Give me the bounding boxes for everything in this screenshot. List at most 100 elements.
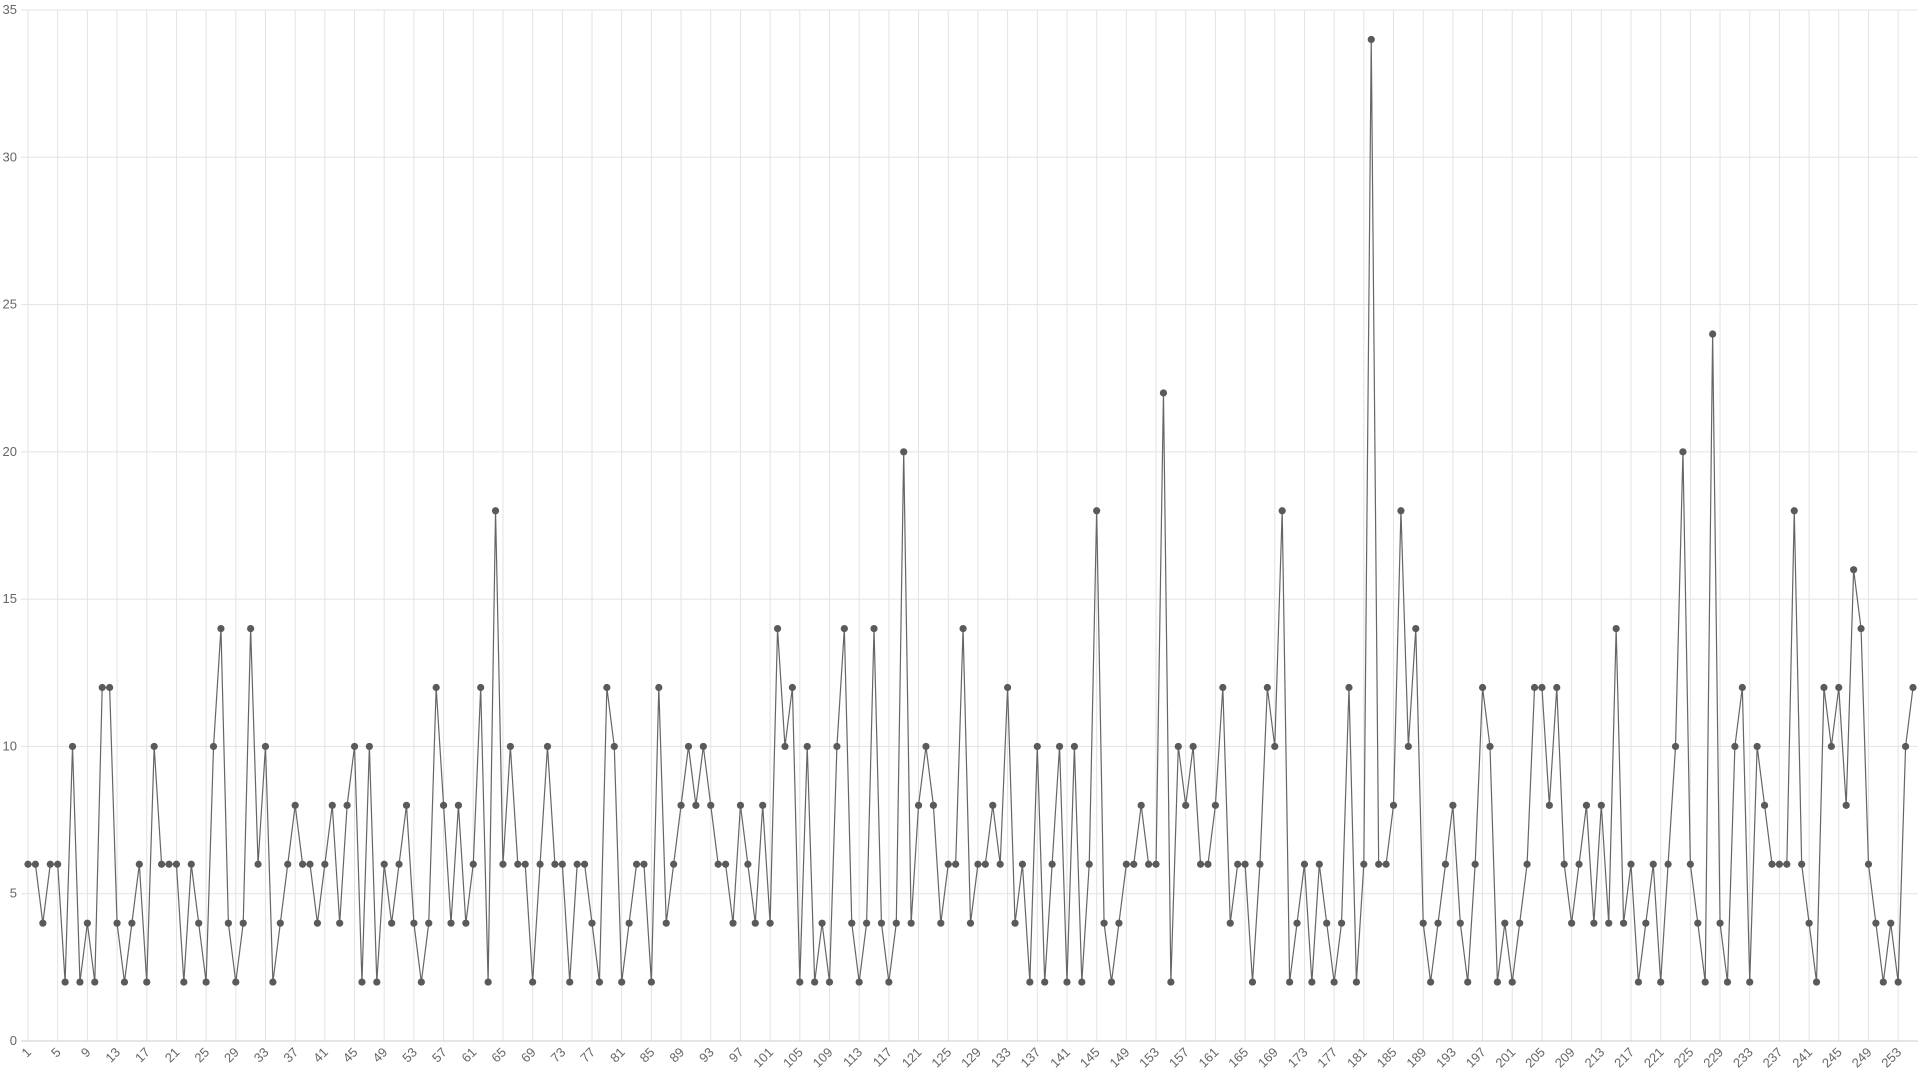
data-point xyxy=(1204,860,1212,868)
data-point xyxy=(1746,978,1754,986)
x-tick-label: 41 xyxy=(310,1045,331,1066)
data-point xyxy=(1389,801,1398,809)
data-point xyxy=(395,860,403,868)
data-point xyxy=(1026,978,1034,986)
data-point xyxy=(1634,978,1643,986)
data-point xyxy=(1879,978,1887,986)
data-point xyxy=(944,860,952,868)
data-point xyxy=(1011,919,1019,927)
data-point xyxy=(1501,919,1509,927)
data-point xyxy=(1649,860,1657,868)
data-point xyxy=(1115,919,1123,927)
data-point xyxy=(477,683,485,692)
data-point xyxy=(1538,683,1546,692)
data-point xyxy=(61,978,69,986)
data-point xyxy=(1412,625,1420,633)
x-tick-label: 189 xyxy=(1403,1045,1429,1071)
data-point xyxy=(1278,507,1286,515)
data-point xyxy=(1827,742,1835,751)
data-point xyxy=(1337,919,1346,927)
data-point xyxy=(128,919,136,927)
data-point xyxy=(106,683,114,692)
data-point xyxy=(1508,978,1516,986)
x-tick-label: 157 xyxy=(1166,1045,1192,1071)
data-point xyxy=(1070,742,1078,751)
data-point xyxy=(1894,978,1902,986)
data-point xyxy=(1271,742,1279,751)
data-point xyxy=(31,860,40,868)
x-tick-label: 245 xyxy=(1819,1045,1845,1071)
x-tick-label: 65 xyxy=(488,1045,509,1066)
x-tick-label: 253 xyxy=(1878,1045,1904,1071)
data-point xyxy=(647,978,655,986)
data-point xyxy=(1182,801,1190,809)
x-tick-label: 81 xyxy=(607,1045,628,1066)
data-point xyxy=(543,742,552,751)
data-point xyxy=(877,919,886,927)
data-point xyxy=(818,919,826,927)
data-point xyxy=(1597,801,1605,809)
x-tick-label: 217 xyxy=(1611,1045,1637,1071)
data-point xyxy=(462,919,470,927)
data-point xyxy=(1263,683,1271,692)
data-point xyxy=(365,742,373,751)
data-point xyxy=(209,742,218,751)
x-tick-label: 237 xyxy=(1760,1045,1786,1071)
x-tick-label: 233 xyxy=(1730,1045,1756,1071)
data-point xyxy=(632,860,641,868)
data-point xyxy=(1211,801,1220,809)
data-point xyxy=(1768,860,1776,868)
data-point xyxy=(952,860,960,868)
x-tick-label: 85 xyxy=(637,1045,658,1066)
data-point xyxy=(677,801,685,809)
data-point xyxy=(1753,742,1761,751)
data-point xyxy=(670,860,678,868)
data-point xyxy=(1694,919,1702,927)
x-tick-label: 149 xyxy=(1107,1045,1133,1071)
x-tick-label: 9 xyxy=(78,1045,94,1061)
x-tick-label: 61 xyxy=(459,1045,480,1066)
data-point xyxy=(1850,566,1858,574)
data-point xyxy=(1033,742,1041,751)
data-point xyxy=(1798,860,1806,868)
x-tick-label: 173 xyxy=(1285,1045,1311,1071)
data-point xyxy=(1679,448,1687,456)
data-point xyxy=(929,801,937,809)
data-point xyxy=(410,919,418,927)
data-point xyxy=(98,683,106,692)
y-tick-label: 15 xyxy=(3,591,17,606)
x-tick-label: 101 xyxy=(750,1045,776,1071)
x-tick-label: 37 xyxy=(280,1045,301,1066)
data-point xyxy=(321,860,329,868)
data-point xyxy=(261,742,270,751)
data-point xyxy=(848,919,856,927)
data-point xyxy=(343,801,351,809)
data-point xyxy=(217,625,225,633)
data-point xyxy=(662,919,670,927)
data-point xyxy=(506,742,514,751)
x-tick-label: 153 xyxy=(1136,1045,1162,1071)
data-point xyxy=(773,625,782,633)
data-point xyxy=(484,978,492,986)
data-point xyxy=(76,978,84,986)
data-point xyxy=(1234,860,1242,868)
data-point xyxy=(1783,860,1791,868)
data-point xyxy=(298,860,307,868)
x-tick-label: 169 xyxy=(1255,1045,1281,1071)
data-point xyxy=(232,978,240,986)
data-point xyxy=(224,919,232,927)
data-point xyxy=(1575,860,1583,868)
data-point xyxy=(1130,860,1138,868)
data-point xyxy=(1248,978,1257,986)
x-tick-label: 49 xyxy=(370,1045,391,1066)
x-tick-label: 21 xyxy=(162,1045,183,1066)
data-point xyxy=(766,919,774,927)
data-point xyxy=(1835,683,1843,692)
data-point xyxy=(432,683,440,692)
data-point xyxy=(989,801,997,809)
data-point xyxy=(588,919,596,927)
x-tick-label: 197 xyxy=(1463,1045,1489,1071)
x-tick-label: 97 xyxy=(726,1045,747,1066)
x-tick-label: 17 xyxy=(132,1045,153,1066)
x-tick-label: 165 xyxy=(1225,1045,1251,1071)
